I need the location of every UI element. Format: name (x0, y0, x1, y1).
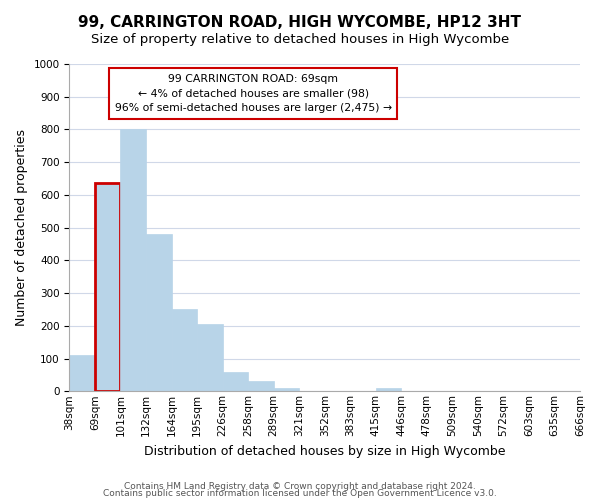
Text: 99 CARRINGTON ROAD: 69sqm
← 4% of detached houses are smaller (98)
96% of semi-d: 99 CARRINGTON ROAD: 69sqm ← 4% of detach… (115, 74, 392, 114)
Bar (223, 372, 248, 392)
Bar (146, 234, 172, 392)
X-axis label: Distribution of detached houses by size in High Wycombe: Distribution of detached houses by size … (144, 444, 505, 458)
Bar (70, 356, 95, 392)
Bar (121, 130, 146, 392)
Bar (248, 382, 274, 392)
Bar (376, 388, 401, 392)
Bar (172, 310, 197, 392)
Bar (197, 324, 223, 392)
Text: Size of property relative to detached houses in High Wycombe: Size of property relative to detached ho… (91, 32, 509, 46)
Bar (95, 184, 121, 392)
Y-axis label: Number of detached properties: Number of detached properties (15, 129, 28, 326)
Bar (274, 388, 299, 392)
Text: Contains public sector information licensed under the Open Government Licence v3: Contains public sector information licen… (103, 489, 497, 498)
Text: Contains HM Land Registry data © Crown copyright and database right 2024.: Contains HM Land Registry data © Crown c… (124, 482, 476, 491)
Text: 99, CARRINGTON ROAD, HIGH WYCOMBE, HP12 3HT: 99, CARRINGTON ROAD, HIGH WYCOMBE, HP12 … (79, 15, 521, 30)
